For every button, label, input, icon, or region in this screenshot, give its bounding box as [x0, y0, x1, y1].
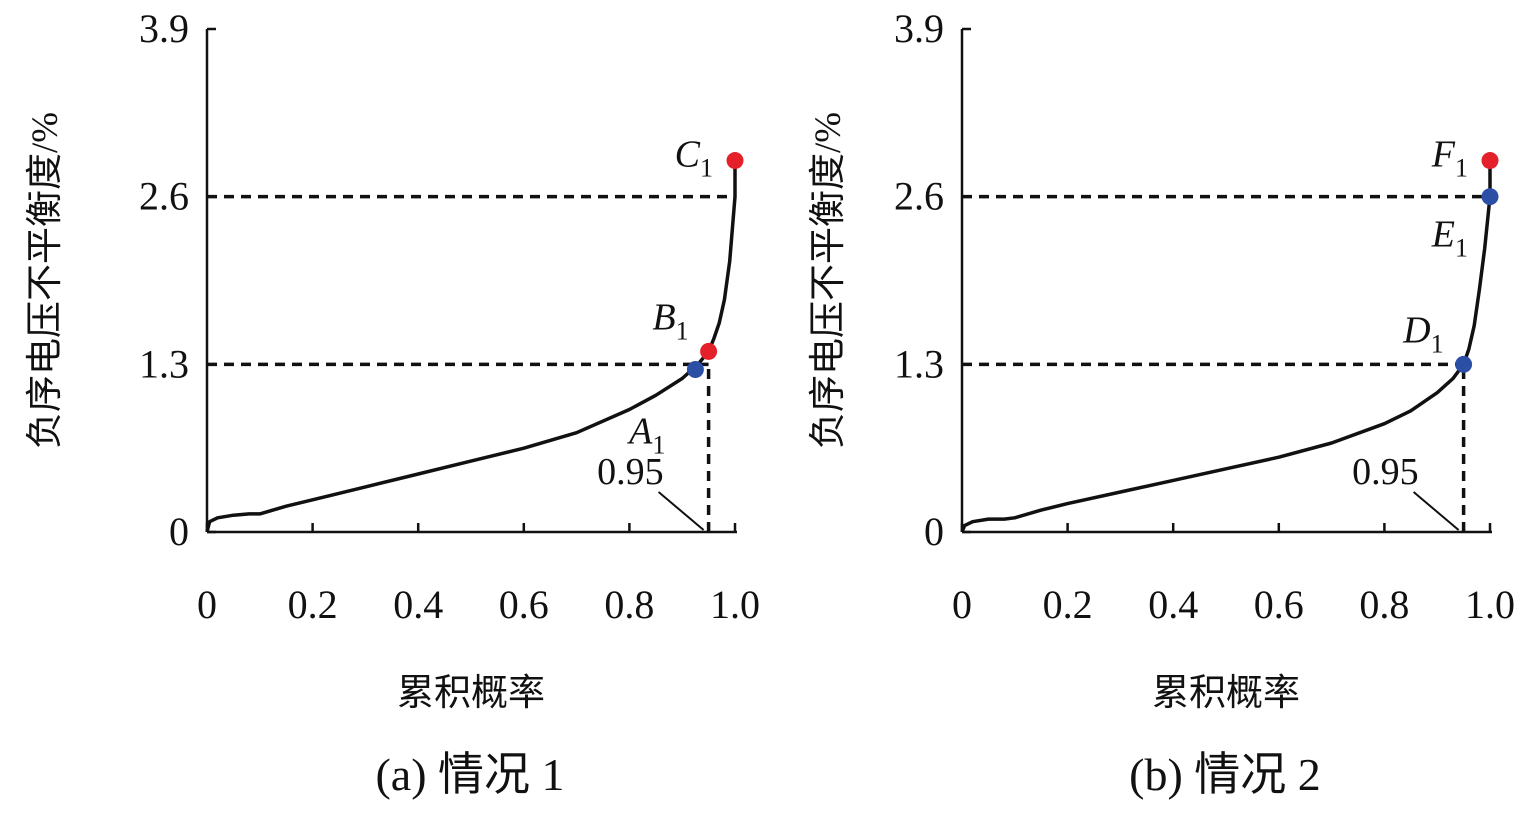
panel-b: 01.32.63.90 0.2 0.4 0.6 0.8 1.00.95D1E1F1负序电压… [807, 6, 1515, 800]
annotation-095: 0.95 [1352, 451, 1419, 493]
x-tick-label: 0 [197, 582, 217, 627]
y-tick-label: 2.6 [139, 174, 189, 219]
point-label-subscript: 1 [700, 154, 713, 183]
point-d1 [1455, 355, 1473, 373]
x-tick-label: 0.6 [499, 582, 549, 627]
y-axis-label: 负序电压不平衡度/% [807, 112, 849, 449]
x-tick-label: 1.0 [1465, 582, 1515, 627]
series-line-0 [205, 160, 737, 533]
panel-caption: (b) 情况 2 [1129, 749, 1321, 800]
point-e1 [1481, 188, 1499, 206]
point-label-b: B1 [652, 296, 688, 345]
x-tick-label: 0.2 [1043, 582, 1093, 627]
y-tick-label: 1.3 [894, 341, 944, 386]
point-label-f: F1 [1431, 134, 1468, 183]
panel-caption: (a) 情况 1 [375, 749, 564, 800]
x-tick-label: 0.2 [288, 582, 338, 627]
x-axis-label: 累积概率 [397, 672, 545, 714]
point-label-c: C1 [675, 134, 713, 183]
point-b1 [700, 342, 718, 360]
point-label-subscript: 1 [1455, 234, 1468, 263]
y-axis-label: 负序电压不平衡度/% [24, 112, 66, 449]
point-label-a: A1 [626, 410, 665, 459]
point-label-letter: C [675, 134, 701, 176]
y-tick-label: 3.9 [139, 6, 189, 51]
point-label-subscript: 1 [1431, 329, 1444, 358]
y-tick-label: 0 [924, 509, 944, 554]
x-tick-label: 0.4 [393, 582, 443, 627]
x-tick-label: 0 [952, 582, 972, 627]
y-tick-label: 1.3 [139, 341, 189, 386]
y-tick-label: 3.9 [894, 6, 944, 51]
point-label-subscript: 1 [676, 316, 689, 345]
annotation-leader-line [1412, 491, 1460, 531]
y-tick-label: 2.6 [894, 174, 944, 219]
series-line-0 [960, 160, 1492, 533]
x-tick-label: 0.8 [604, 582, 654, 627]
point-label-letter: E [1431, 214, 1455, 256]
point-label-letter: F [1431, 134, 1456, 176]
x-tick-label: 1.0 [710, 582, 760, 627]
panel-a: 01.32.63.90 0.2 0.4 0.6 0.8 1.00.95A1B1C1负序电压… [24, 6, 760, 800]
point-a1 [686, 360, 704, 378]
annotation-leader-line [657, 491, 705, 531]
annotation-095: 0.95 [597, 451, 664, 493]
y-tick-label: 0 [169, 509, 189, 554]
point-label-d: D1 [1402, 309, 1443, 358]
point-label-subscript: 1 [1455, 154, 1468, 183]
x-tick-label: 0.8 [1359, 582, 1409, 627]
point-label-letter: D [1402, 309, 1430, 351]
x-axis-label: 累积概率 [1152, 672, 1300, 714]
point-label-letter: A [626, 410, 653, 452]
x-tick-label: 0.6 [1254, 582, 1304, 627]
point-label-subscript: 1 [652, 430, 665, 459]
point-label-e: E1 [1431, 214, 1468, 263]
point-c1 [726, 152, 744, 170]
point-label-letter: B [652, 296, 675, 338]
point-f1 [1481, 152, 1499, 170]
x-tick-label: 0.4 [1148, 582, 1198, 627]
